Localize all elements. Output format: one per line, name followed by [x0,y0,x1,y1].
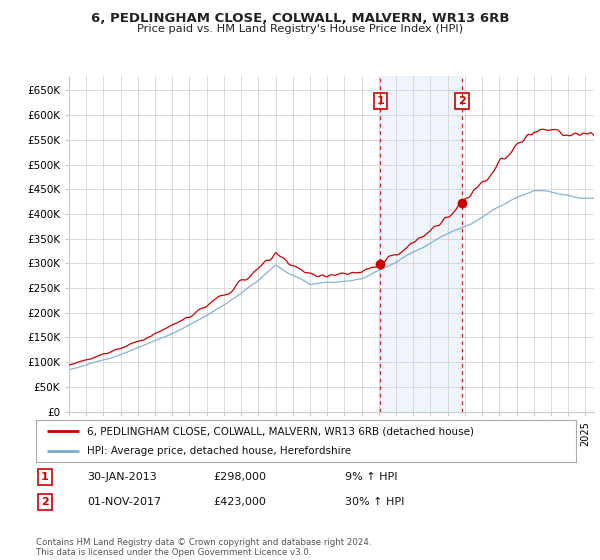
Text: HPI: Average price, detached house, Herefordshire: HPI: Average price, detached house, Here… [88,446,352,456]
Text: Contains HM Land Registry data © Crown copyright and database right 2024.
This d: Contains HM Land Registry data © Crown c… [36,538,371,557]
Text: 9% ↑ HPI: 9% ↑ HPI [345,472,398,482]
Text: 1: 1 [376,96,384,106]
Text: 2: 2 [458,96,466,106]
Text: £423,000: £423,000 [213,497,266,507]
Text: 1: 1 [41,472,49,482]
Text: 30-JAN-2013: 30-JAN-2013 [87,472,157,482]
Text: 2: 2 [41,497,49,507]
Text: 6, PEDLINGHAM CLOSE, COLWALL, MALVERN, WR13 6RB (detached house): 6, PEDLINGHAM CLOSE, COLWALL, MALVERN, W… [88,426,475,436]
Bar [380,76,462,412]
Text: £298,000: £298,000 [213,472,266,482]
Text: Price paid vs. HM Land Registry's House Price Index (HPI): Price paid vs. HM Land Registry's House … [137,24,463,34]
Text: 30% ↑ HPI: 30% ↑ HPI [345,497,404,507]
Text: 6, PEDLINGHAM CLOSE, COLWALL, MALVERN, WR13 6RB: 6, PEDLINGHAM CLOSE, COLWALL, MALVERN, W… [91,12,509,25]
Text: 01-NOV-2017: 01-NOV-2017 [87,497,161,507]
